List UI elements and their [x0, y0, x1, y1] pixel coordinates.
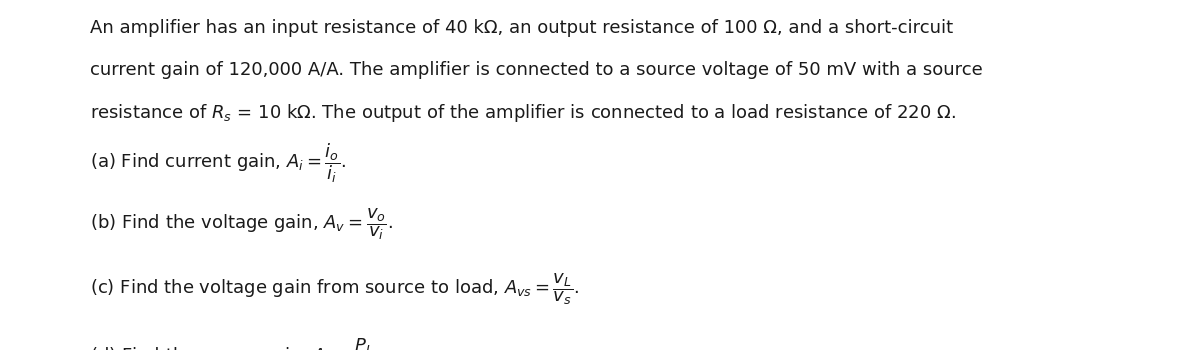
Text: current gain of 120,000 A/A. The amplifier is connected to a source voltage of 5: current gain of 120,000 A/A. The amplifi… [90, 61, 983, 78]
Text: resistance of $R_s$ = 10 kΩ. The output of the amplifier is connected to a load : resistance of $R_s$ = 10 kΩ. The output … [90, 102, 956, 124]
Text: An amplifier has an input resistance of 40 kΩ, an output resistance of 100 Ω, an: An amplifier has an input resistance of … [90, 19, 953, 37]
Text: (a) Find current gain, $A_i = \dfrac{i_o}{i_i}$.: (a) Find current gain, $A_i = \dfrac{i_o… [90, 142, 346, 186]
Text: (d) Find the power gain, $A_p = \dfrac{P_L}{P_I}$.: (d) Find the power gain, $A_p = \dfrac{P… [90, 336, 382, 350]
Text: (c) Find the voltage gain from source to load, $A_{vs} = \dfrac{v_L}{v_s}$.: (c) Find the voltage gain from source to… [90, 271, 580, 307]
Text: (b) Find the voltage gain, $A_v = \dfrac{v_o}{v_i}$.: (b) Find the voltage gain, $A_v = \dfrac… [90, 206, 392, 242]
